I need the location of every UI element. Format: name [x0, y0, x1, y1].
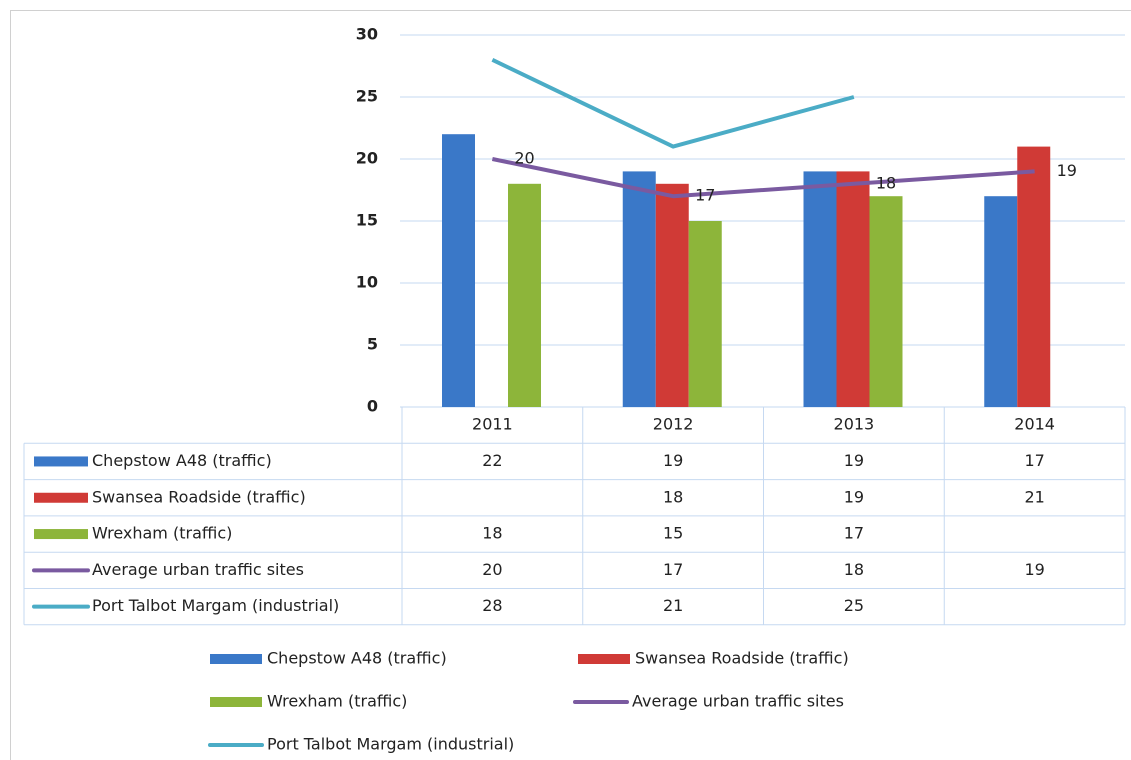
table-row-label: Average urban traffic sites [92, 560, 304, 579]
table-cell: 19 [844, 487, 864, 506]
bar [688, 221, 722, 407]
legend-key [34, 456, 88, 467]
bar [869, 196, 903, 407]
data-label: 18 [876, 173, 896, 192]
legend-key [34, 529, 88, 540]
x-tick-label: 2014 [1014, 415, 1055, 434]
table-cell: 17 [663, 560, 683, 579]
table-cell: 21 [663, 596, 683, 615]
table-cell: 17 [844, 524, 864, 543]
legend-key [210, 654, 262, 664]
bar [442, 134, 475, 407]
table-cell: 15 [663, 524, 683, 543]
line-series [491, 157, 1035, 199]
bar [655, 183, 689, 407]
bar [836, 171, 870, 407]
legend-label: Chepstow A48 (traffic) [267, 649, 447, 668]
y-tick-label: 5 [367, 335, 378, 354]
x-tick-label: 2013 [834, 415, 875, 434]
bar [1017, 146, 1051, 407]
table-row-label: Wrexham (traffic) [92, 524, 232, 543]
data-label: 17 [695, 186, 715, 205]
legend-key [578, 654, 630, 664]
table-cell: 19 [1024, 560, 1044, 579]
table-row-label: Chepstow A48 (traffic) [92, 451, 272, 470]
data-label: 20 [514, 149, 534, 168]
table-row-label: Port Talbot Margam (industrial) [92, 596, 339, 615]
y-tick-label: 25 [356, 87, 378, 106]
legend-key [210, 697, 262, 707]
line-series [491, 57, 855, 149]
x-tick-label: 2011 [472, 415, 513, 434]
legend-label: Swansea Roadside (traffic) [635, 649, 849, 668]
bar [622, 171, 656, 407]
table-cell: 28 [482, 596, 502, 615]
table-cell: 22 [482, 451, 502, 470]
table-cell: 19 [844, 451, 864, 470]
table-row-label: Swansea Roadside (traffic) [92, 487, 306, 506]
table-cell: 25 [844, 596, 864, 615]
bar [803, 171, 837, 407]
data-label: 19 [1057, 161, 1077, 180]
table-cell: 17 [1024, 451, 1044, 470]
table-cell: 18 [663, 487, 683, 506]
legend-label: Average urban traffic sites [632, 692, 844, 711]
legend-label: Port Talbot Margam (industrial) [267, 735, 514, 754]
y-tick-label: 10 [356, 273, 378, 292]
y-tick-label: 15 [356, 211, 378, 230]
legend-label: Wrexham (traffic) [267, 692, 407, 711]
bar [984, 196, 1018, 407]
table-cell: 18 [844, 560, 864, 579]
legend-key [34, 492, 88, 503]
y-tick-label: 30 [356, 25, 378, 44]
table-cell: 21 [1024, 487, 1044, 506]
table-cell: 20 [482, 560, 502, 579]
x-tick-label: 2012 [653, 415, 694, 434]
y-tick-label: 0 [367, 397, 378, 416]
bar [508, 183, 541, 407]
table-cell: 19 [663, 451, 683, 470]
table-cell: 18 [482, 524, 502, 543]
y-tick-label: 20 [356, 149, 378, 168]
chart-frame [10, 10, 1131, 760]
